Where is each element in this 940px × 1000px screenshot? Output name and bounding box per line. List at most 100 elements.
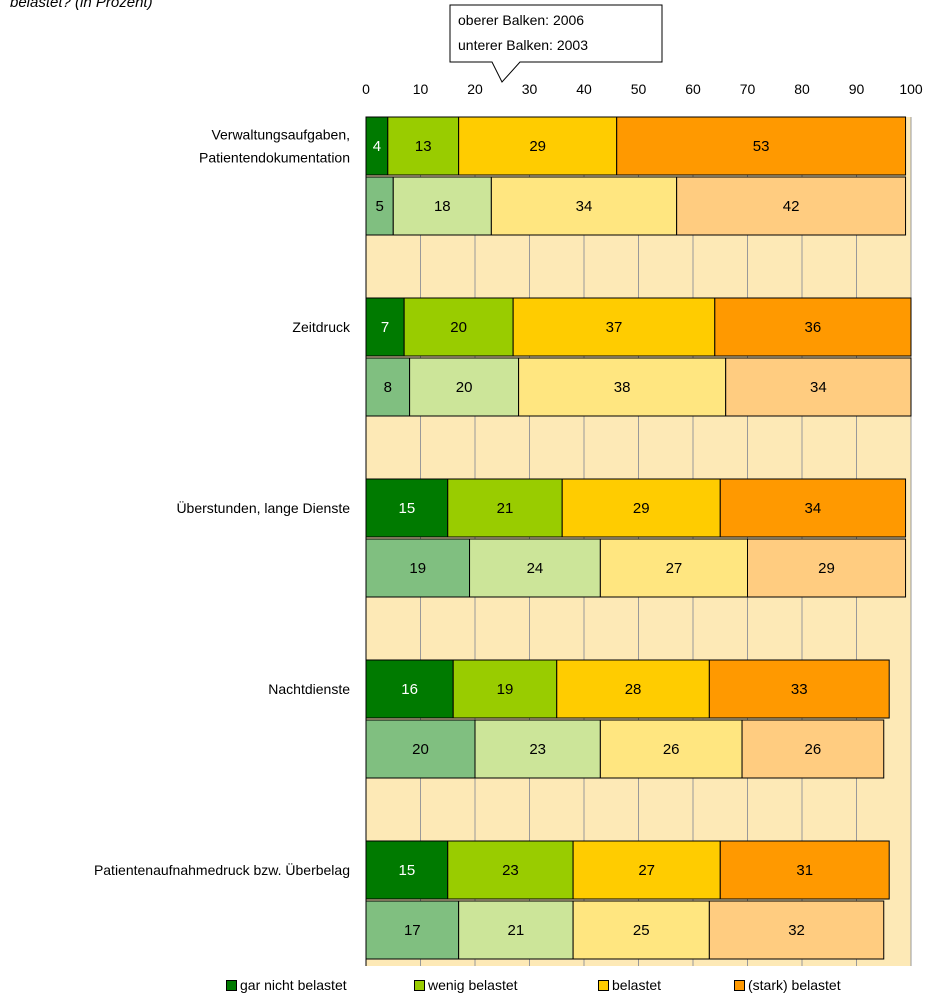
- bar-value-label: 34: [576, 198, 593, 215]
- bar-segment: [365, 297, 405, 357]
- bar-segment: [458, 116, 618, 176]
- bar-segment: [599, 719, 743, 779]
- bar-value-label: 8: [384, 379, 392, 396]
- category-label: Patientenaufnahmedruck bzw. Überbelag: [94, 861, 350, 878]
- bar-value-label: 20: [412, 741, 429, 758]
- category-label: Nachtdienste: [268, 681, 350, 697]
- bar-segment: [447, 478, 563, 538]
- bar-segment: [561, 478, 721, 538]
- bar-segment: [572, 840, 721, 900]
- callout-line-upper: oberer Balken: 2006: [458, 12, 584, 28]
- legend-item: belastet: [598, 977, 661, 993]
- x-tick-label: 30: [522, 81, 538, 97]
- bar-segment: [714, 297, 912, 357]
- bar-value-label: 20: [456, 379, 473, 396]
- bar-value-label: 7: [381, 319, 389, 336]
- bar-value-label: 23: [502, 862, 519, 879]
- bar-value-label: 34: [805, 500, 822, 517]
- bar-value-label: 21: [497, 500, 514, 517]
- x-tick-label: 90: [849, 81, 865, 97]
- legend-swatch: [734, 979, 745, 991]
- bar-segment: [741, 719, 885, 779]
- legend-item: (stark) belastet: [734, 977, 841, 993]
- bar-value-label: 34: [810, 379, 827, 396]
- bar-segment: [469, 538, 601, 598]
- category-label: Patientendokumentation: [199, 150, 350, 166]
- bars: 4 13 29 53 5 18 34 42 7 20 37 36 8 20 38 34 15 21 29 34 19 24…: [365, 116, 912, 960]
- bar-value-label: 29: [818, 560, 835, 577]
- bar-segment: [725, 357, 912, 417]
- bar-value-label: 27: [666, 560, 683, 577]
- bar-value-label: 23: [529, 741, 546, 758]
- x-tick-label: 40: [576, 81, 592, 97]
- bar-value-label: 19: [497, 681, 514, 698]
- bar-value-label: 31: [796, 862, 813, 879]
- bar-segment: [365, 357, 411, 417]
- x-tick-label: 60: [685, 81, 701, 97]
- bar-value-label: 16: [401, 681, 418, 698]
- legend: gar nicht belastet wenig belastet belastet…: [0, 977, 940, 999]
- bar-segment: [719, 478, 907, 538]
- bar-value-label: 37: [606, 319, 623, 336]
- category-label: Zeitdruck: [292, 319, 351, 335]
- x-tick-label: 100: [899, 81, 923, 97]
- bar-value-label: 28: [625, 681, 642, 698]
- legend-label: wenig belastet: [428, 977, 518, 993]
- bar-value-label: 20: [450, 319, 467, 336]
- bar-segment: [747, 538, 907, 598]
- x-tick-label: 70: [740, 81, 756, 97]
- bar-segment: [452, 659, 558, 719]
- legend-item: gar nicht belastet: [226, 977, 347, 993]
- bar-segment: [708, 900, 885, 960]
- bar-value-label: 25: [633, 922, 650, 939]
- bar-segment: [365, 478, 449, 538]
- bar-segment: [616, 116, 907, 176]
- bar-segment: [403, 297, 514, 357]
- bar-segment: [474, 719, 601, 779]
- bar-segment: [518, 357, 727, 417]
- bar-value-label: 18: [434, 198, 451, 215]
- bar-value-label: 53: [753, 138, 770, 155]
- legend-swatch: [226, 979, 237, 991]
- bar-value-label: 26: [805, 741, 822, 758]
- bar-value-label: 21: [508, 922, 525, 939]
- category-label: Überstunden, lange Dienste: [176, 499, 350, 516]
- bar-segment: [676, 176, 907, 236]
- x-tick-label: 10: [413, 81, 429, 97]
- bar-segment: [708, 659, 890, 719]
- category-labels: Verwaltungsaufgaben, Patientendokumentati…: [94, 127, 351, 879]
- bar-segment: [409, 357, 520, 417]
- bar-value-label: 15: [399, 500, 416, 517]
- bar-value-label: 13: [415, 138, 432, 155]
- bar-segment: [365, 840, 449, 900]
- stacked-bar-chart: 0 10 20 30 40 50 60 70 80 90 100 Verwaltungsaufgab…: [94, 4, 923, 966]
- bar-value-label: 33: [791, 681, 808, 698]
- bar-segment: [556, 659, 710, 719]
- year-callout: oberer Balken: 2006 unterer Balken: 2003: [449, 4, 663, 83]
- bar-segment: [365, 900, 460, 960]
- bar-segment: [387, 116, 460, 176]
- bar-segment: [490, 176, 678, 236]
- x-tick-label: 20: [467, 81, 483, 97]
- bar-value-label: 42: [783, 198, 800, 215]
- bar-value-label: 4: [373, 138, 381, 155]
- callout-box: [449, 4, 663, 83]
- legend-label: belastet: [612, 977, 662, 993]
- bar-value-label: 17: [404, 922, 421, 939]
- chart-subtitle: belastet? (in Prozent): [10, 0, 153, 11]
- bar-segment: [719, 840, 890, 900]
- legend-swatch: [414, 979, 425, 991]
- bar-segment: [512, 297, 716, 357]
- legend-label: gar nicht belastet: [240, 977, 347, 993]
- x-axis-ticks: 0 10 20 30 40 50 60 70 80 90 100: [362, 81, 923, 97]
- bar-segment: [365, 538, 471, 598]
- x-tick-label: 0: [362, 81, 370, 97]
- bar-value-label: 29: [529, 138, 546, 155]
- bar-segment: [365, 176, 394, 236]
- callout-line-lower: unterer Balken: 2003: [458, 37, 588, 53]
- bar-value-label: 36: [805, 319, 822, 336]
- bar-segment: [447, 840, 574, 900]
- bar-value-label: 38: [614, 379, 631, 396]
- bar-value-label: 15: [399, 862, 416, 879]
- legend-swatch: [598, 979, 609, 991]
